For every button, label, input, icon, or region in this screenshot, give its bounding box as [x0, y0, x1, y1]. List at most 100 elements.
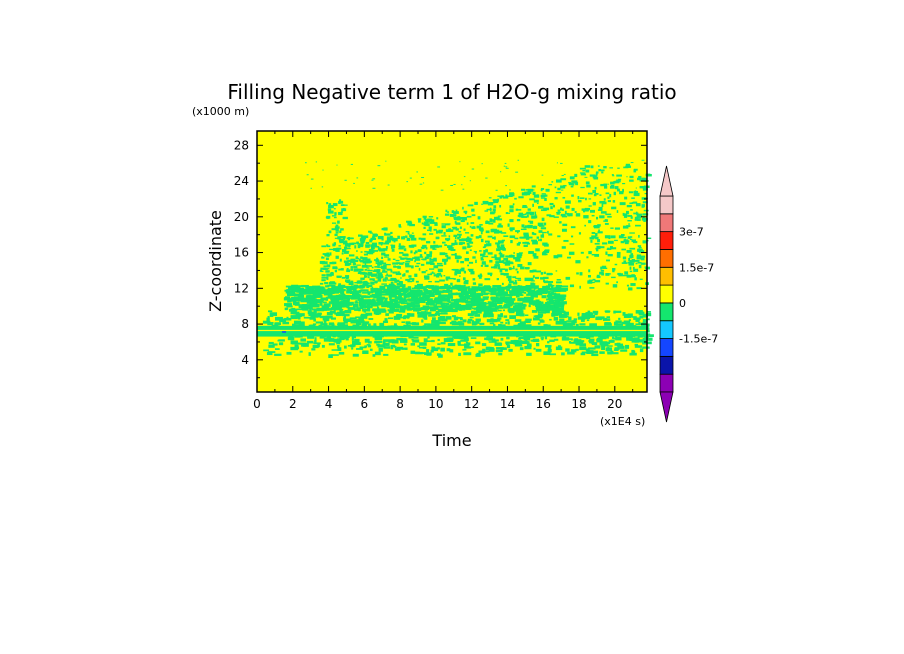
field-patch: [362, 257, 368, 261]
field-patch: [561, 208, 564, 211]
field-patch: [569, 284, 575, 288]
field-patch: [520, 294, 524, 297]
field-patch: [343, 324, 349, 327]
field-patch: [603, 166, 607, 169]
field-patch: [621, 234, 625, 236]
field-patch: [344, 248, 347, 252]
field-patch: [596, 275, 601, 279]
field-patch: [380, 290, 387, 294]
field-patch: [473, 293, 476, 297]
field-patch: [607, 200, 612, 203]
field-patch: [522, 205, 527, 207]
field-patch: [560, 178, 567, 181]
field-patch: [422, 233, 427, 236]
field-patch: [384, 298, 388, 301]
field-patch: [625, 344, 630, 349]
field-patch: [498, 240, 504, 244]
field-patch: [487, 202, 494, 206]
field-patch: [456, 233, 462, 236]
field-patch: [308, 352, 311, 356]
field-patch: [329, 290, 339, 293]
field-patch: [616, 210, 619, 213]
field-patch: [496, 301, 503, 304]
field-patch: [626, 250, 632, 253]
field-patch: [357, 268, 364, 271]
field-patch: [437, 347, 440, 350]
field-patch: [297, 308, 306, 311]
field-patch: [575, 348, 579, 351]
field-patch: [598, 206, 603, 210]
field-patch: [465, 303, 469, 307]
field-patch: [576, 272, 579, 275]
field-patch: [393, 345, 397, 348]
field-patch: [488, 197, 492, 199]
field-patch: [560, 162, 563, 164]
field-patch: [481, 350, 490, 353]
field-patch: [332, 203, 338, 207]
field-patch: [454, 239, 457, 243]
field-patch: [336, 247, 342, 250]
field-patch: [565, 338, 573, 340]
field-patch: [428, 226, 432, 230]
y-tick-label: 28: [234, 138, 249, 152]
field-patch: [369, 239, 372, 243]
field-patch: [450, 248, 456, 252]
field-patch: [523, 336, 531, 341]
field-patch: [613, 191, 616, 196]
field-patch: [498, 352, 503, 356]
field-patch: [555, 179, 562, 183]
field-patch: [554, 196, 558, 200]
field-patch: [494, 319, 501, 322]
field-patch: [448, 235, 451, 238]
field-patch: [446, 308, 453, 312]
field-patch: [339, 301, 344, 304]
field-patch: [523, 324, 532, 328]
field-patch: [555, 191, 562, 194]
field-patch: [449, 304, 458, 307]
field-patch: [575, 214, 579, 217]
field-patch: [587, 192, 592, 195]
field-patch: [486, 208, 492, 211]
field-patch: [376, 269, 381, 273]
field-patch: [393, 265, 396, 268]
field-patch: [570, 185, 574, 188]
field-patch: [452, 285, 459, 288]
field-patch: [499, 254, 505, 258]
field-patch: [437, 320, 441, 322]
field-patch: [557, 307, 564, 311]
field-patch: [360, 241, 364, 245]
field-patch: [351, 285, 358, 289]
field-patch: [298, 306, 303, 309]
field-patch: [295, 288, 304, 290]
field-patch: [583, 209, 588, 212]
field-patch: [344, 336, 349, 339]
field-patch: [299, 350, 303, 353]
field-patch: [626, 204, 632, 208]
field-patch: [615, 323, 623, 326]
field-patch: [370, 303, 379, 307]
field-patch: [611, 276, 616, 279]
field-patch: [485, 243, 492, 247]
field-patch: [342, 207, 345, 210]
field-patch: [471, 310, 478, 315]
field-patch: [638, 264, 642, 269]
field-patch: [601, 171, 604, 174]
field-patch: [503, 165, 506, 167]
field-patch: [479, 305, 483, 308]
field-patch: [527, 262, 532, 266]
field-patch: [409, 303, 415, 306]
field-patch: [321, 277, 328, 279]
field-patch: [444, 244, 447, 247]
field-patch: [469, 238, 473, 240]
field-patch: [471, 320, 474, 325]
field-patch: [484, 278, 491, 281]
field-patch: [490, 274, 492, 277]
field-patch: [616, 174, 622, 177]
field-patch: [377, 278, 382, 282]
field-patch: [385, 301, 392, 304]
field-patch: [471, 301, 476, 305]
field-patch: [352, 262, 355, 266]
field-patch: [414, 265, 419, 268]
field-patch: [419, 298, 426, 303]
field-patch: [360, 251, 363, 253]
